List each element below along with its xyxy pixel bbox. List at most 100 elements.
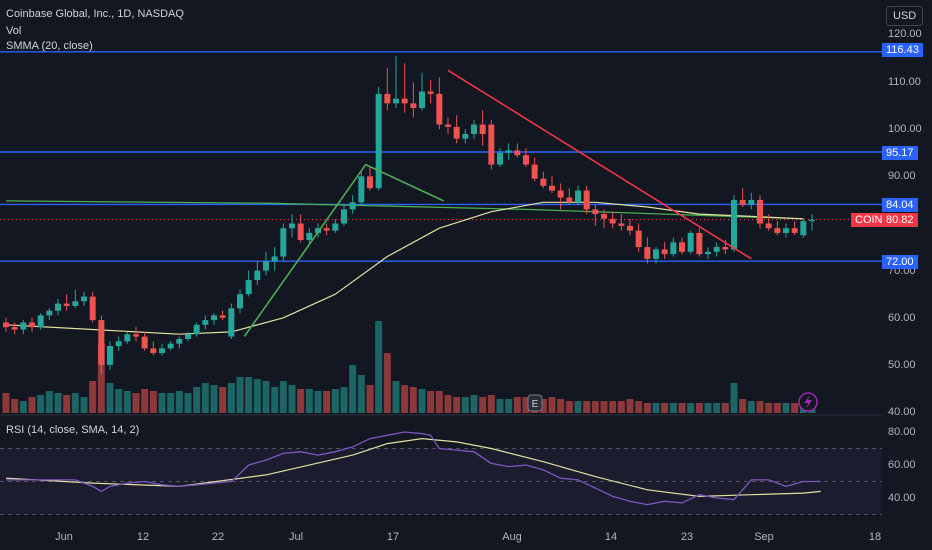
candle [583, 185, 590, 215]
candle-body [115, 341, 122, 347]
volume-bar [106, 383, 114, 413]
candle [514, 143, 521, 158]
volume-bar [427, 391, 435, 413]
volume-bar [297, 389, 305, 413]
candle [705, 247, 711, 259]
price-tick: 110.00 [888, 76, 921, 88]
candle-body [644, 247, 651, 259]
candle [193, 322, 200, 337]
volume-bar [63, 395, 71, 413]
date-label: 18 [868, 531, 882, 543]
rsi-tick: 80.00 [888, 426, 916, 438]
volume-bar [19, 401, 27, 413]
date-label: Jun [55, 531, 73, 543]
candle-body [436, 93, 443, 125]
candle [592, 204, 599, 226]
volume-bar [279, 381, 287, 413]
volume-bar [401, 385, 409, 413]
candle [653, 247, 659, 264]
candle [809, 214, 815, 231]
candle [436, 77, 443, 130]
candle-body [150, 348, 157, 354]
currency-button[interactable]: USD [886, 6, 924, 26]
lightning-icon[interactable] [798, 392, 818, 412]
volume-bar [600, 401, 608, 413]
price-chart[interactable]: E [0, 0, 882, 525]
candle [176, 336, 183, 349]
candle-body [263, 261, 269, 271]
earnings-icon[interactable]: E [527, 394, 543, 412]
date-label: Jul [288, 531, 304, 543]
candle-body [618, 223, 625, 226]
candle-body [661, 249, 668, 255]
candle-body [141, 336, 148, 349]
trendline [447, 69, 752, 260]
last-price-badge: 80.82 [882, 213, 918, 227]
svg-text:E: E [532, 399, 539, 410]
candle-body [427, 91, 434, 94]
candle-body [497, 152, 503, 165]
horizontal-levels[interactable] [0, 51, 882, 262]
candle [635, 223, 642, 252]
candle-body [271, 256, 278, 262]
smma-label[interactable]: SMMA (20, close) [6, 40, 93, 52]
candle [37, 313, 44, 330]
volume-bar [765, 403, 773, 413]
candle [748, 192, 755, 210]
candle [20, 320, 27, 335]
volume-bar [444, 395, 452, 413]
date-label: 23 [680, 531, 694, 543]
candle [566, 188, 573, 205]
level-badge[interactable]: 95.17 [882, 146, 918, 160]
candle [63, 294, 70, 311]
volume-bar [123, 391, 131, 413]
volume-bar [219, 387, 227, 413]
level-badge[interactable]: 72.00 [882, 255, 918, 269]
candle-body [332, 223, 339, 231]
rsi-label[interactable]: RSI (14, close, SMA, 14, 2) [6, 424, 140, 436]
volume-bar [54, 393, 62, 413]
vol-label[interactable]: Vol [6, 25, 22, 37]
candle-body [315, 228, 321, 233]
candle-body [11, 327, 18, 330]
candle [124, 331, 131, 344]
candle [141, 331, 148, 351]
candle [358, 171, 365, 205]
candle [46, 308, 53, 321]
volume-bar [210, 385, 218, 413]
volume-bar [331, 389, 339, 413]
trendlines[interactable] [243, 69, 752, 338]
volume-bar [2, 393, 10, 413]
volume-bar [730, 383, 738, 413]
level-badge[interactable]: 84.04 [882, 198, 918, 212]
volume-bar [435, 391, 443, 413]
candle-body [713, 247, 720, 252]
volume-bar [713, 403, 721, 413]
candle [11, 322, 18, 335]
rsi-sma-line [5, 438, 821, 497]
candle-body [575, 190, 581, 203]
candle-body [765, 223, 772, 229]
candle [297, 214, 304, 243]
candle-body [549, 185, 555, 191]
volume-bar [115, 389, 123, 413]
candle-body [254, 270, 261, 281]
candle-body [367, 176, 373, 189]
candle-body [523, 155, 529, 165]
candle-body [323, 228, 330, 231]
level-badge[interactable]: 116.43 [882, 43, 923, 57]
volume-bar [366, 385, 374, 413]
candle-body [159, 348, 165, 354]
smma-long-line [5, 200, 804, 220]
candle-body [185, 334, 191, 339]
candle [72, 289, 79, 309]
candle [384, 67, 391, 111]
candle [29, 317, 35, 332]
candle-body [245, 280, 252, 295]
volume-bar [565, 401, 573, 413]
candle [410, 82, 417, 118]
volume-bar [626, 399, 634, 413]
candle [557, 183, 564, 210]
rsi-tick: 40.00 [888, 492, 916, 504]
volume-bar [340, 387, 348, 413]
